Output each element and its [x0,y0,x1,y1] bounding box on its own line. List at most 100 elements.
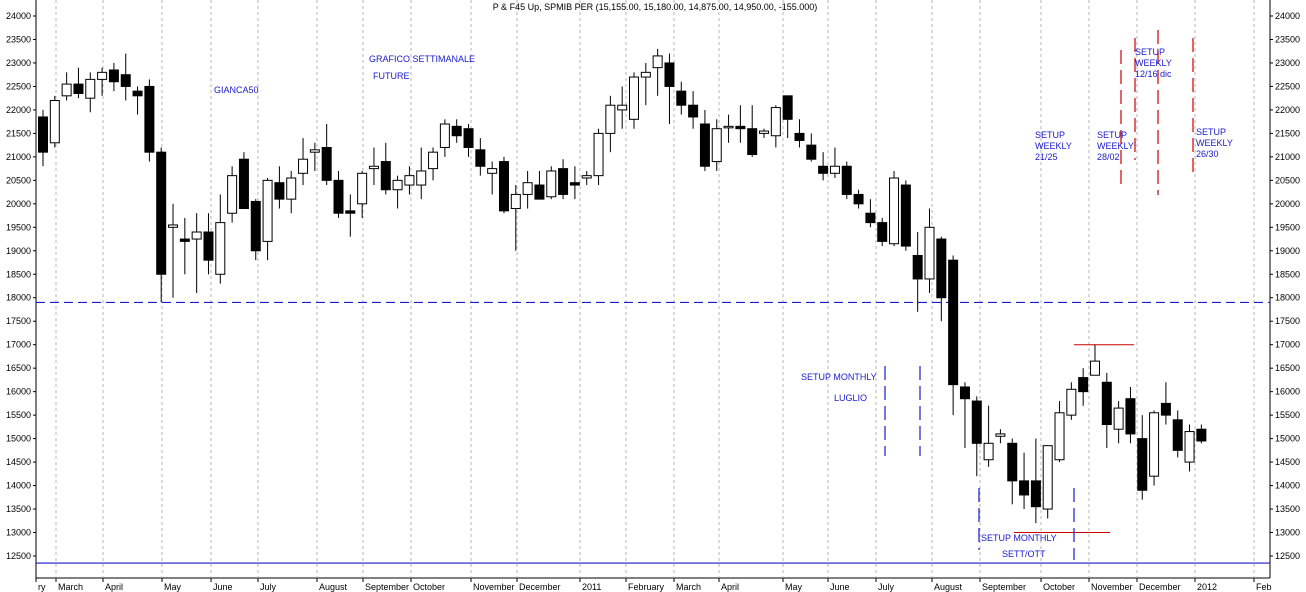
candle-body [605,104,616,134]
y-tick-label: 14500 [6,457,31,467]
x-tick-label: December [519,582,561,592]
annotation-label: SETT/OTT [1002,549,1046,559]
x-tick-label: August [934,582,963,592]
y-tick-label: 17500 [6,316,31,326]
candle-body [877,222,888,242]
candle [770,105,781,148]
candle [1137,415,1148,500]
x-tick-label: March [58,582,83,592]
x-tick-label: February [628,582,665,592]
candle-body [1066,388,1077,416]
annotation-label: WEEKLY [1196,138,1233,148]
candle-body [345,210,356,214]
candle [841,161,852,200]
y-tick-label: 15500 [1275,410,1300,420]
candle-body [73,83,84,94]
candle-body [439,123,450,148]
candle [546,166,557,200]
candle [818,152,829,181]
candle [711,119,722,171]
candle [368,147,379,186]
candle [558,159,569,200]
y-tick-label: 21500 [6,128,31,138]
candle-body [569,182,580,186]
candle-body [1149,412,1160,477]
annotation-label: GIANCA50 [214,85,259,95]
candle-body [676,90,687,106]
candle-body [900,184,911,247]
candle [829,147,840,178]
annotations: GIANCA50 GRAFICO SETTIMANALE FUTURE SETUP M… [214,47,1233,559]
candle [439,119,450,157]
x-tick-label: October [413,582,445,592]
candle [853,189,864,209]
candle-body [108,69,119,83]
candle-body [699,123,710,167]
y-tick-label: 14000 [1275,481,1300,491]
candle-body [250,200,261,252]
candle-body [179,238,190,242]
candle-body [1089,360,1100,376]
annotation-label: 26/30 [1196,149,1219,159]
candle [605,95,616,153]
x-tick-label: September [982,582,1026,592]
candle [1042,445,1053,519]
candle-body [735,125,746,130]
candle [475,138,486,176]
y-tick-label: 20500 [6,175,31,185]
candle [936,236,947,322]
candle [179,217,190,275]
candle [617,86,628,129]
y-tick-label: 24000 [1275,11,1300,21]
candle-body [617,104,628,111]
candle-body [1160,402,1171,416]
chart-title: P & F45 Up, SPMIB PER (15,155.00, 15,180… [493,2,818,12]
candle-body [770,107,781,137]
candle [321,124,332,186]
candle-body [558,168,569,195]
candle [747,105,758,157]
y-tick-label: 23000 [6,58,31,68]
candle-body [416,170,427,186]
candle-body [1101,381,1112,426]
candle-body [144,85,155,153]
y-tick-label: 19000 [1275,246,1300,256]
candle-body [203,231,214,261]
y-tick-label: 16500 [6,363,31,373]
x-tick-label: 2012 [1197,582,1217,592]
candle [889,170,900,247]
candle-body [404,175,415,186]
candle-body [1054,412,1065,461]
y-tick-label: 16000 [6,387,31,397]
candle [333,170,344,218]
y-axis-right: 12500 13000 13500 14000 14500 15000 15500 16000… [1270,11,1300,561]
candle [1113,401,1124,444]
reference-lines [36,30,1270,564]
annotation-label: 21/25 [1035,152,1058,162]
x-tick-label: June [830,582,850,592]
y-tick-label: 21500 [1275,128,1300,138]
y-tick-label: 18000 [6,293,31,303]
candle-body [333,179,344,214]
candle [274,166,285,209]
candle [156,147,167,303]
candle-body [865,212,876,224]
y-tick-label: 20000 [6,199,31,209]
candle [1078,368,1089,406]
candle [593,128,604,186]
annotation-label: SETUP [1196,127,1226,137]
candle [309,142,320,171]
candle [581,170,592,186]
annotation-label: WEEKLY [1035,141,1072,151]
y-tick-label: 17000 [6,340,31,350]
candle-body [1007,442,1018,482]
candle-body [1184,431,1195,463]
y-tick-label: 24000 [6,11,31,21]
candle-body [959,386,970,400]
candle-body [983,442,994,461]
candle [97,67,108,96]
annotation-label: LUGLIO [834,393,867,403]
y-axis-left: 12500 13000 13500 14000 14500 15000 15500 16000… [6,11,36,561]
y-tick-label: 13500 [6,504,31,514]
x-tick-label: April [105,582,123,592]
